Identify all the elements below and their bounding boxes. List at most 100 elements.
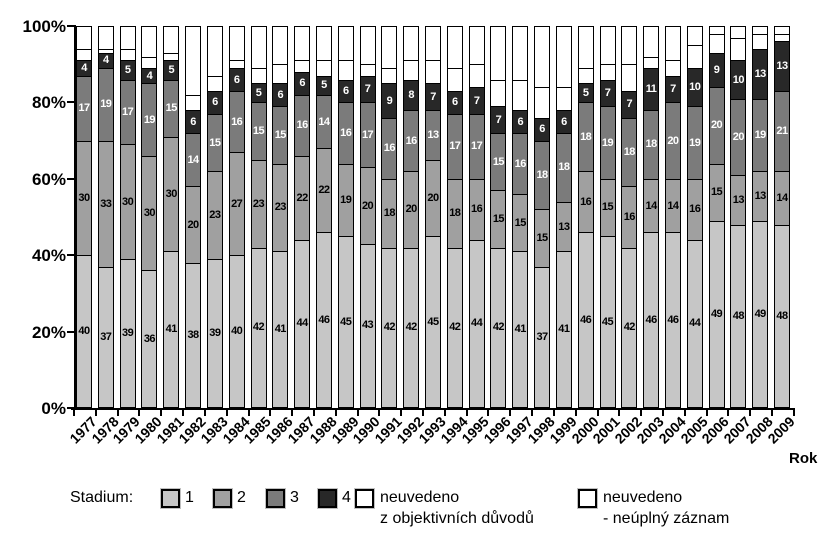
x-axis-tick (727, 410, 730, 416)
segment-value-label: 42 (405, 321, 418, 334)
x-axis-tick (116, 410, 119, 416)
segment-value-label: 15 (274, 128, 287, 141)
plot-area: 40 30 17 4 37 33 19 4 39 30 17 5 36 30 19 4 41 30 15 5 38 20 1… (76, 26, 790, 408)
x-axis-tick (552, 410, 555, 416)
segment-value-label: 16 (340, 126, 352, 139)
segment-stadium-3-1998: 18 (534, 140, 551, 210)
bar-1979: 39 30 17 5 (119, 26, 136, 408)
y-axis-line (74, 25, 76, 410)
segment-value-label: 16 (296, 119, 309, 132)
segment-value-label: 4 (146, 69, 153, 82)
legend-swatch-neuvedeno-neuplny (577, 488, 598, 509)
segment-stadium-2-1981: 30 (163, 136, 180, 252)
x-axis-tick (574, 410, 577, 416)
segment-value-label: 15 (710, 186, 723, 199)
segment-neuvedeno-neuplny-1993 (425, 26, 441, 61)
segment-stadium-4-1997: 6 (512, 110, 529, 133)
legend-label-line2: z objektivních důvodů (380, 510, 534, 527)
segment-stadium-3-1997: 16 (512, 132, 529, 195)
segment-value-label: 18 (580, 130, 592, 143)
segment-value-label: 17 (361, 128, 374, 141)
x-axis-tick (640, 410, 643, 416)
x-axis-tick (705, 410, 708, 416)
segment-value-label: 22 (318, 184, 330, 197)
segment-stadium-3-1991: 16 (381, 117, 398, 179)
x-axis-tick (378, 410, 381, 416)
segment-value-label: 19 (601, 136, 614, 149)
bar-2004: 46 14 20 7 (664, 26, 681, 408)
segment-neuvedeno-objektivni-1977 (76, 48, 92, 61)
bar-2007: 48 13 20 10 (730, 26, 747, 408)
x-axis-title: Rok (789, 450, 818, 467)
segment-stadium-2-1989: 19 (337, 163, 354, 237)
segment-stadium-1-2006: 49 (708, 220, 725, 408)
segment-value-label: 39 (209, 327, 221, 340)
segment-stadium-3-2003: 18 (643, 110, 660, 179)
segment-value-label: 15 (492, 155, 505, 168)
segment-stadium-1-1997: 41 (512, 251, 529, 408)
segment-value-label: 48 (776, 309, 788, 322)
segment-stadium-4-2002: 7 (621, 90, 638, 118)
segment-value-label: 16 (689, 203, 701, 216)
segment-stadium-3-2007: 20 (730, 98, 747, 175)
segment-stadium-3-1985: 15 (250, 102, 267, 160)
bar-2003: 46 14 18 11 (643, 26, 660, 408)
segment-value-label: 15 (165, 102, 178, 115)
segment-value-label: 15 (209, 136, 221, 149)
segment-value-label: 9 (386, 94, 393, 107)
segment-stadium-1-1999: 41 (555, 251, 572, 408)
segment-neuvedeno-neuplny-2000 (577, 26, 594, 69)
segment-value-label: 10 (689, 81, 701, 94)
y-axis-tick (67, 177, 75, 180)
segment-value-label: 5 (168, 63, 175, 76)
segment-stadium-4-1978: 4 (97, 52, 114, 69)
segment-value-label: 7 (670, 83, 676, 96)
segment-value-label: 46 (318, 313, 330, 326)
bar-1999: 41 13 18 6 (555, 26, 572, 408)
segment-neuvedeno-objektivni-2004 (664, 60, 681, 76)
segment-value-label: 7 (604, 86, 611, 99)
legend-label-stadium-1: 1 (185, 489, 194, 506)
segment-value-label: 6 (539, 123, 545, 136)
segment-stadium-1-1987: 44 (294, 239, 311, 408)
segment-stadium-1-1989: 45 (337, 236, 354, 408)
segment-value-label: 8 (408, 88, 414, 101)
segment-neuvedeno-neuplny-1988 (315, 26, 332, 61)
segment-neuvedeno-neuplny-1995 (468, 26, 485, 65)
segment-stadium-4-1983: 6 (206, 90, 223, 114)
bar-2002: 42 16 18 7 (621, 26, 638, 408)
segment-value-label: 19 (340, 193, 352, 206)
segment-stadium-4-1993: 7 (425, 83, 441, 111)
segment-value-label: 42 (449, 321, 461, 334)
segment-value-label: 33 (100, 197, 112, 210)
x-axis-tick (247, 410, 250, 416)
segment-value-label: 6 (299, 77, 305, 90)
segment-stadium-4-2006: 9 (708, 52, 725, 88)
segment-stadium-2-1979: 30 (119, 144, 136, 260)
segment-value-label: 19 (689, 136, 701, 149)
segment-value-label: 49 (710, 307, 723, 320)
segment-stadium-2-1982: 20 (185, 186, 202, 263)
segment-stadium-2-2009: 14 (774, 171, 790, 225)
segment-stadium-4-1998: 6 (534, 117, 551, 141)
segment-stadium-1-1998: 37 (534, 266, 551, 408)
segment-stadium-1-1982: 38 (185, 262, 202, 408)
segment-neuvedeno-neuplny-1979 (119, 26, 136, 49)
segment-neuvedeno-objektivni-1984 (228, 60, 245, 69)
segment-neuvedeno-objektivni-2002 (621, 64, 638, 91)
bar-1998: 37 15 18 6 (534, 26, 551, 408)
segment-stadium-3-1977: 17 (76, 75, 92, 141)
bar-1987: 44 22 16 6 (294, 26, 311, 408)
bar-1985: 42 23 15 5 (250, 26, 267, 408)
segment-stadium-4-1989: 6 (337, 79, 354, 103)
x-axis-tick (749, 410, 752, 416)
segment-stadium-2-1997: 15 (512, 194, 529, 252)
segment-stadium-4-1980: 4 (141, 68, 158, 84)
x-axis-tick (138, 410, 141, 416)
segment-neuvedeno-objektivni-1997 (512, 79, 529, 111)
segment-value-label: 39 (122, 327, 134, 340)
segment-neuvedeno-objektivni-1993 (425, 60, 441, 84)
segment-value-label: 30 (122, 195, 134, 208)
segment-stadium-3-1993: 13 (425, 110, 441, 160)
segment-value-label: 5 (124, 63, 131, 76)
